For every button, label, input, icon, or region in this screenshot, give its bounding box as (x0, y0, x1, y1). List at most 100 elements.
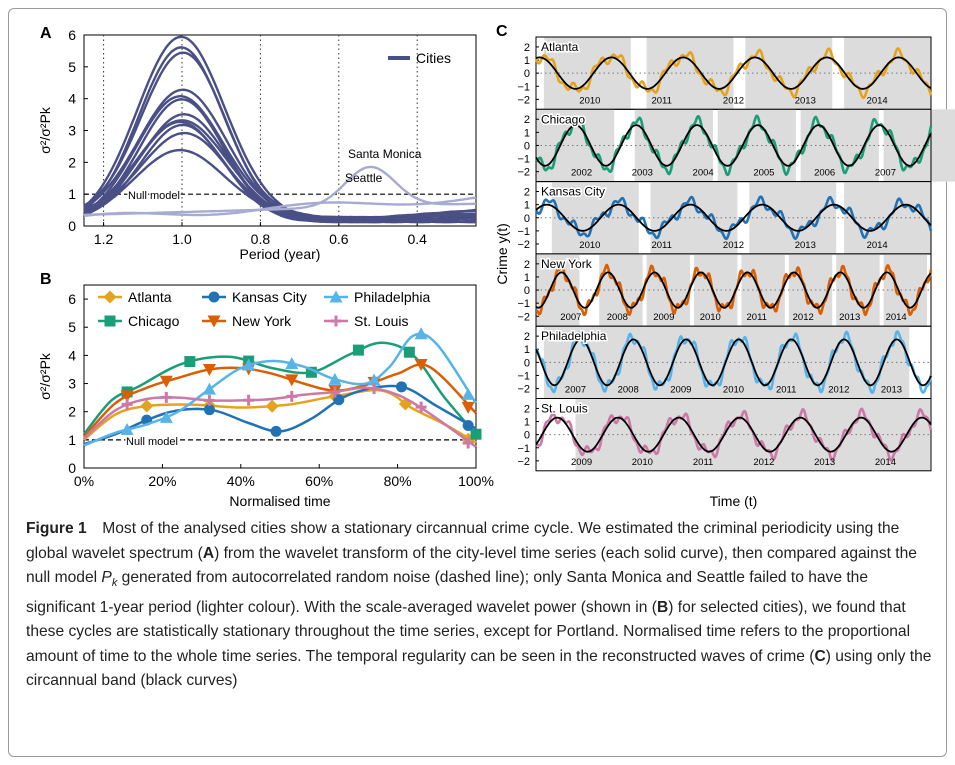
data-point (203, 404, 215, 416)
y-axis-title: σ²/σ²Pk (37, 352, 53, 400)
caption-text: B (656, 598, 669, 616)
data-point (470, 428, 482, 440)
panel-a: A 1.2 1.0 0.8 0.6 0.4 0 1 2 3 4 5 6 Null model Santa M… (37, 25, 477, 262)
year-label: 2010 (579, 240, 600, 251)
panel-b: B 0% 20% 40% 60% 80% 100% 0 1 2 3 4 5 6 Null model Atla… (37, 271, 494, 509)
city-label: Atlanta (541, 40, 579, 54)
x-axis-title: Period (year) (240, 246, 321, 262)
year-label: 2012 (828, 385, 849, 396)
data-point (461, 401, 475, 414)
axes-frame (83, 284, 477, 469)
data-point (159, 410, 173, 423)
y-tick-label: −1 (517, 443, 530, 455)
data-point (203, 394, 215, 406)
data-point (103, 290, 117, 304)
data-point (286, 390, 298, 402)
null-model-label: Null model (128, 190, 180, 202)
y-tick-label: 2 (68, 154, 76, 170)
year-label: 2010 (700, 312, 721, 323)
panel-label-a: A (40, 25, 52, 42)
legend-label: Atlanta (128, 289, 172, 305)
data-point (184, 356, 196, 368)
year-label: 2010 (723, 385, 744, 396)
y-tick-label: 0 (524, 213, 530, 225)
y-tick-label: 2 (68, 404, 76, 420)
y-tick-label: 4 (68, 347, 76, 363)
data-point (368, 382, 380, 394)
panel-label-c: C (496, 23, 508, 40)
caption-text: C (814, 647, 826, 665)
data-point (403, 346, 415, 358)
data-point (140, 399, 154, 413)
year-label: 2005 (753, 168, 774, 179)
year-label: 2014 (867, 240, 888, 251)
y-tick-label: −2 (517, 456, 530, 468)
data-point (265, 399, 279, 413)
circannual-wave (535, 338, 932, 387)
data-point (305, 366, 317, 378)
crime-series-line (534, 47, 933, 100)
year-label: 2011 (693, 457, 713, 468)
y-tick-label: −1 (517, 370, 530, 382)
x-tick-label: 1.0 (172, 231, 192, 247)
y-tick-label: 5 (68, 319, 76, 335)
legend-label: Chicago (128, 313, 180, 329)
y-tick-label: −2 (517, 384, 530, 396)
data-point (285, 356, 299, 369)
year-label: 2013 (881, 385, 902, 396)
y-tick-label: 2 (524, 331, 530, 343)
caption-label: Figure 1 (26, 520, 87, 537)
y-tick-label: 5 (68, 59, 76, 75)
y-tick-label: 1 (524, 127, 530, 139)
year-label: 2009 (670, 385, 691, 396)
data-point (462, 437, 474, 449)
x-tick-label: 60% (305, 473, 333, 489)
circannual-wave (535, 203, 932, 232)
series-line (83, 363, 477, 438)
data-point (242, 358, 256, 371)
data-point (462, 419, 474, 431)
city-label: Philadelphia (541, 329, 607, 343)
caption-text: generated from autocorrelated random noi… (26, 569, 869, 616)
y-tick-label: 1 (524, 200, 530, 212)
year-label: 2004 (693, 168, 714, 179)
y-axis-title: Crime y(t) (494, 223, 510, 284)
series-line (83, 341, 477, 436)
year-label: 2013 (795, 95, 816, 106)
data-point (330, 315, 342, 327)
year-label: 2007 (875, 168, 896, 179)
city-curve (83, 148, 477, 224)
y-tick-label: 0 (524, 68, 530, 80)
data-point (328, 372, 342, 385)
x-tick-label: 100% (458, 473, 494, 489)
y-tick-label: −1 (517, 81, 530, 93)
subpanel-new-york: 210−1−2 2007 2008 2009 2010 2011 2012 2013 2014 N… (517, 253, 933, 327)
y-tick-label: 1 (524, 344, 530, 356)
year-label: 2013 (795, 240, 816, 251)
crime-series-line (535, 263, 933, 317)
y-tick-label: 2 (524, 114, 530, 126)
caption-text: A (202, 544, 215, 562)
circannual-wave (535, 271, 932, 309)
crime-series-line (534, 195, 933, 241)
subpanel-st-louis: 2 10−1−2 2009 2010 2011 2012 2013 2014 St. Louis (517, 398, 933, 472)
city-label: New York (541, 257, 593, 271)
year-label: 2014 (875, 457, 896, 468)
data-point (461, 387, 475, 400)
legend-label: Kansas City (232, 289, 307, 305)
year-label: 2013 (814, 457, 835, 468)
y-tick-label: 3 (68, 123, 76, 139)
data-point (202, 382, 216, 395)
year-label: 2014 (867, 95, 888, 106)
subpanel-philadelphia: 210−1 −2 2007 2008 2009 2010 2011 2012 2013 Phila… (517, 325, 933, 400)
year-label: 2014 (886, 312, 907, 323)
year-label: 2010 (632, 457, 653, 468)
y-tick-label: 0 (68, 460, 76, 476)
caption-text: k (111, 577, 118, 590)
y-tick-label: 2 (524, 403, 530, 415)
circannual-wave (535, 416, 932, 453)
city-label: St. Louis (541, 402, 588, 416)
data-point (159, 375, 173, 388)
data-point (414, 327, 428, 340)
